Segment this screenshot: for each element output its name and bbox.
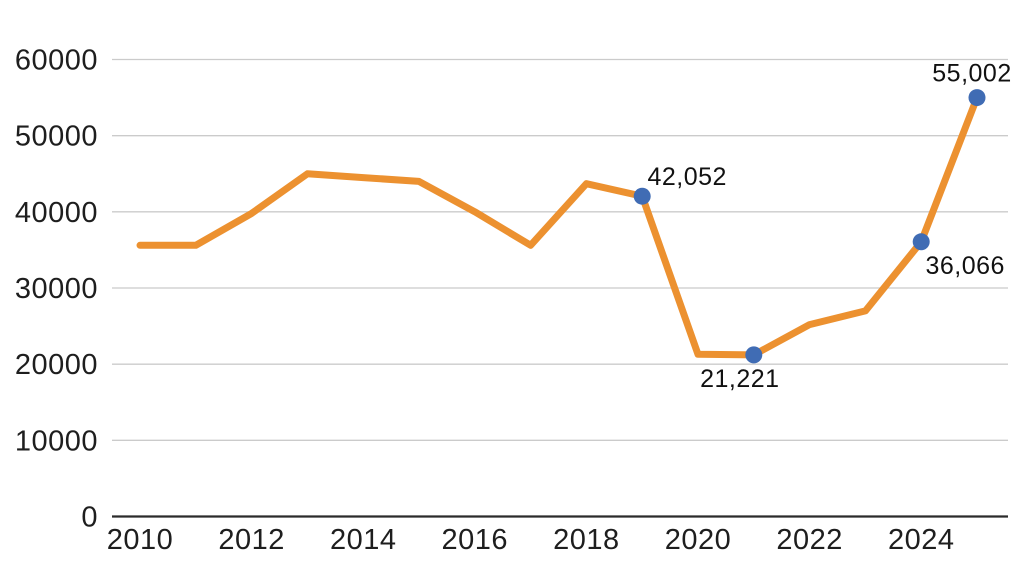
x-tick-label-2018: 2018 — [553, 524, 620, 556]
y-tick-label-50000: 50000 — [15, 121, 98, 153]
y-tick-label-0: 0 — [81, 502, 98, 534]
data-point-2024 — [912, 233, 930, 251]
y-tick-label-60000: 60000 — [15, 45, 98, 77]
x-tick-label-2016: 2016 — [442, 524, 509, 556]
y-tick-label-30000: 30000 — [15, 273, 98, 305]
x-tick-label-2020: 2020 — [665, 524, 732, 556]
x-tick-label-2010: 2010 — [107, 524, 174, 556]
data-label-2025: 55,002 — [932, 60, 1011, 88]
data-label-2024: 36,066 — [925, 252, 1004, 280]
data-point-2021 — [745, 346, 763, 364]
x-tick-label-2022: 2022 — [776, 524, 843, 556]
y-tick-label-20000: 20000 — [15, 349, 98, 381]
x-tick-label-2014: 2014 — [330, 524, 397, 556]
x-tick-label-2012: 2012 — [218, 524, 285, 556]
series-line — [136, 94, 981, 359]
x-tick-label-2024: 2024 — [888, 524, 955, 556]
data-label-2019: 42,052 — [647, 163, 726, 191]
data-label-2021: 21,221 — [700, 365, 779, 393]
data-point-2025 — [968, 89, 986, 107]
y-tick-label-10000: 10000 — [15, 425, 98, 457]
data-point-2019 — [633, 187, 651, 205]
y-tick-label-40000: 40000 — [15, 197, 98, 229]
